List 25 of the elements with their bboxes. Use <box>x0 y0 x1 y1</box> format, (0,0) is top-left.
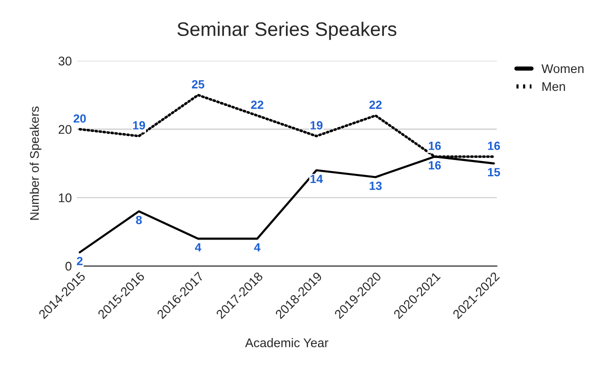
data-label: 22 <box>251 100 264 109</box>
data-label: 2 <box>76 256 83 266</box>
x-axis-title: Academic Year <box>245 338 328 348</box>
data-label: 4 <box>254 243 260 252</box>
data-label: 16 <box>488 142 500 150</box>
legend-label: Men <box>542 82 565 91</box>
y-tick-label: 10 <box>58 193 72 202</box>
data-label: 20 <box>74 114 86 123</box>
data-label: 13 <box>370 182 382 190</box>
data-label: 25 <box>192 80 204 88</box>
data-label: 19 <box>310 121 323 130</box>
data-label: 22 <box>369 100 382 109</box>
data-label: 4 <box>194 243 202 252</box>
data-label: 16 <box>428 161 441 170</box>
y-axis-title: Number of Speakers <box>30 106 42 220</box>
legend-label: Women <box>542 64 584 74</box>
y-tick-label: 0 <box>65 262 72 271</box>
chart-title: Seminar Series Speakers <box>177 22 396 40</box>
data-label: 14 <box>310 174 323 184</box>
data-label: 15 <box>488 168 500 176</box>
data-label: 19 <box>133 121 146 130</box>
y-tick-label: 20 <box>58 125 72 134</box>
y-tick-label: 30 <box>58 56 72 66</box>
data-label: 16 <box>428 142 441 150</box>
data-label: 8 <box>136 216 142 224</box>
